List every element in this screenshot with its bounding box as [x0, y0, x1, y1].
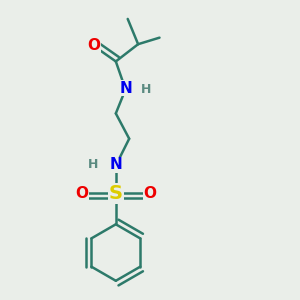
- Text: S: S: [109, 184, 123, 202]
- Text: O: O: [75, 186, 88, 201]
- Text: H: H: [88, 158, 99, 171]
- Text: N: N: [110, 158, 122, 172]
- Text: N: N: [120, 81, 133, 96]
- Text: O: O: [143, 186, 157, 201]
- Text: H: H: [140, 83, 151, 96]
- Text: O: O: [87, 38, 100, 52]
